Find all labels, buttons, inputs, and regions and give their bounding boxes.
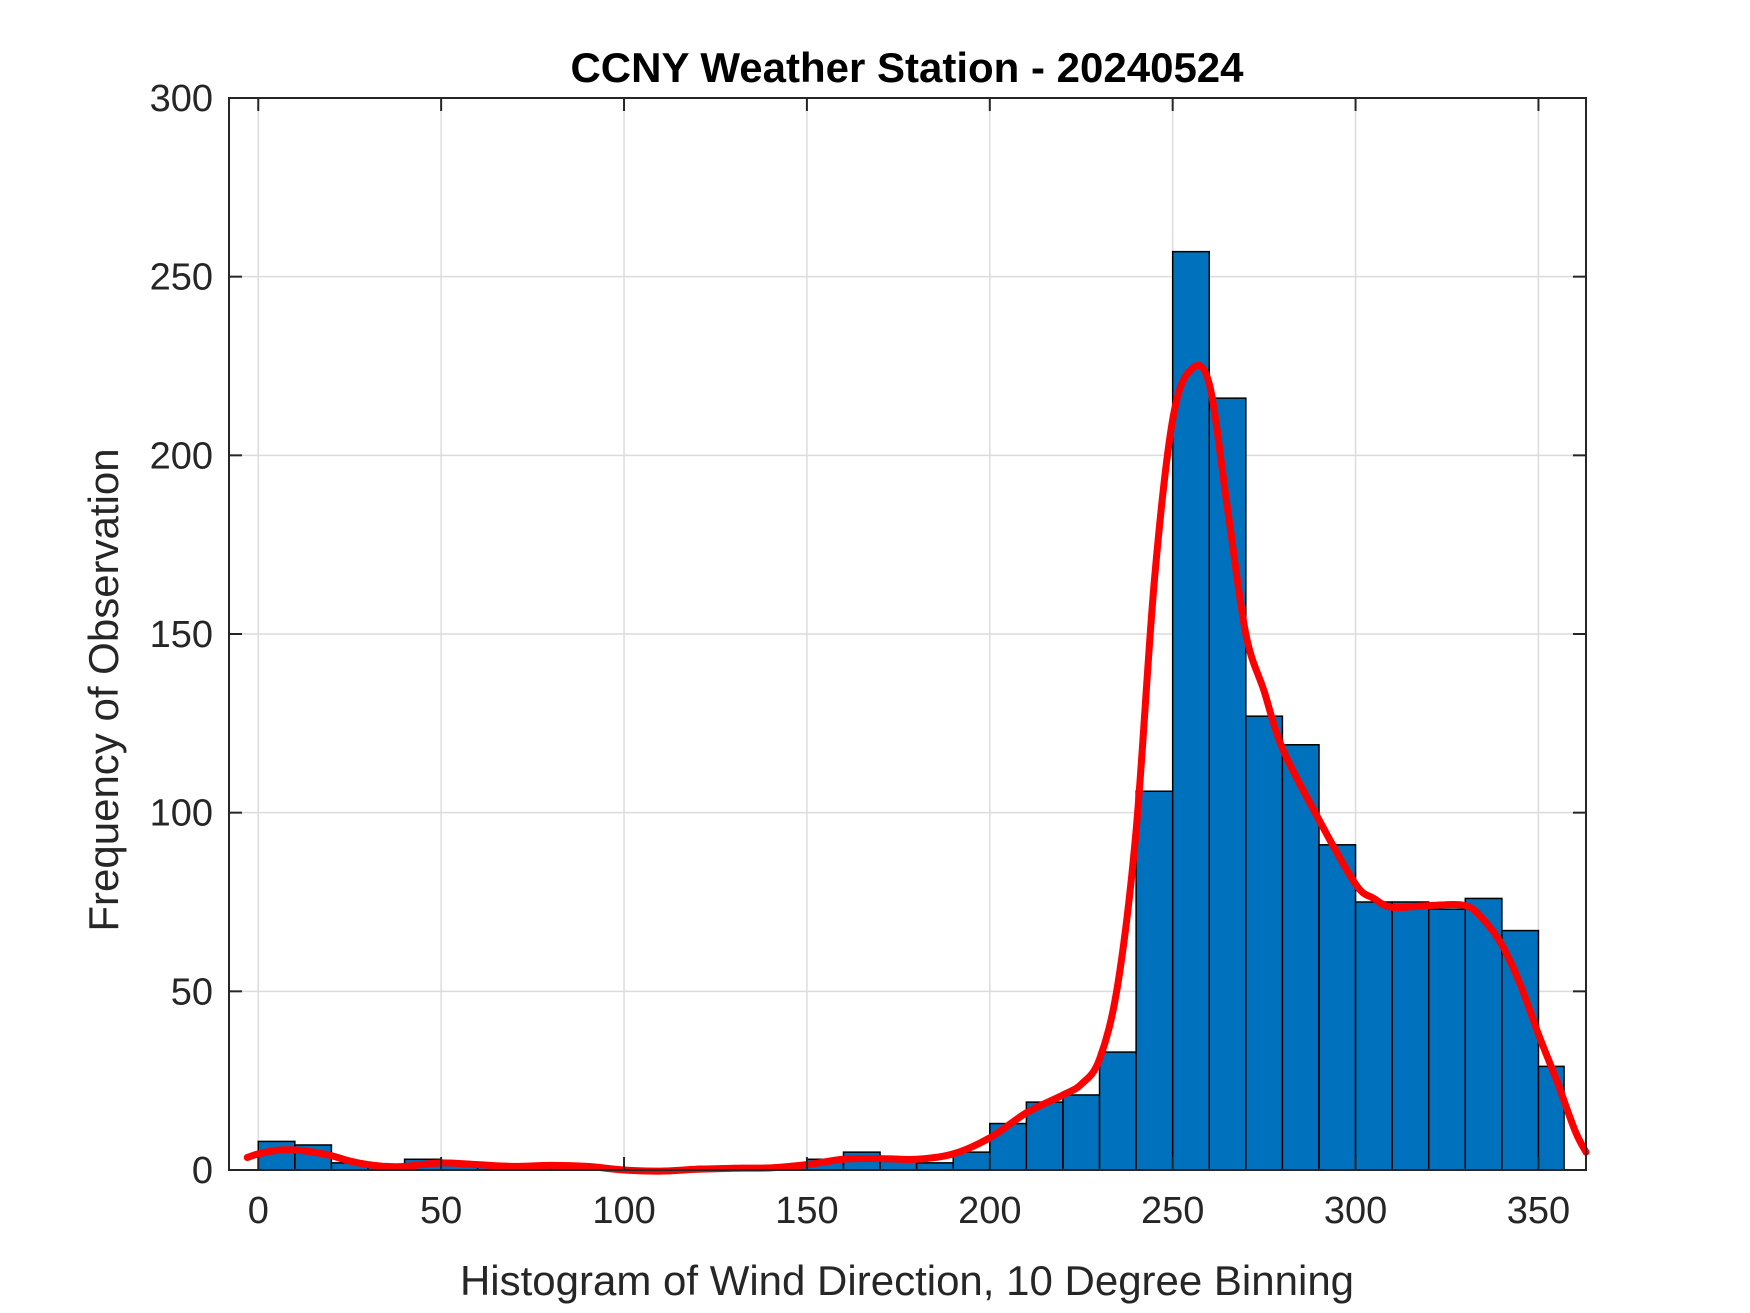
x-tick-label: 200 [958,1190,1021,1232]
density-curve [243,361,1590,1175]
x-tick-label: 50 [420,1190,462,1232]
x-tick-label: 300 [1324,1190,1387,1232]
histogram-bar [1501,929,1540,1171]
x-tick-label: 100 [592,1190,655,1232]
y-tick-label: 100 [150,793,213,835]
y-tick-label: 0 [192,1150,213,1192]
y-tick-label: 300 [150,78,213,120]
histogram-bar [1135,790,1174,1171]
histogram-bar [1208,397,1247,1171]
histogram-bar [1464,897,1503,1171]
histogram-bar [1098,1051,1137,1171]
histogram-bar [1062,1094,1101,1171]
x-tick-label: 0 [248,1190,269,1232]
chart-title: CCNY Weather Station - 20240524 [570,44,1244,91]
x-axis-label: Histogram of Wind Direction, 10 Degree B… [460,1257,1354,1304]
histogram-bar [1318,844,1357,1171]
x-tick-label: 150 [775,1190,838,1232]
axis-ticks: 0 50 100 150 200 250 300 350 0 50 100 150 200 250 300 [150,78,1586,1232]
histogram-bar [1391,901,1430,1171]
histogram-bar [1245,715,1284,1171]
y-tick-label: 250 [150,257,213,299]
y-tick-label: 50 [171,971,213,1013]
histogram-bar [915,1162,954,1171]
histogram-bar [1354,901,1393,1171]
x-tick-label: 350 [1507,1190,1570,1232]
y-tick-label: 200 [150,435,213,477]
x-tick-label: 250 [1141,1190,1204,1232]
histogram-bar [1427,908,1467,1171]
y-tick-label: 150 [150,614,213,656]
y-axis-label: Frequency of Observation [80,448,127,931]
